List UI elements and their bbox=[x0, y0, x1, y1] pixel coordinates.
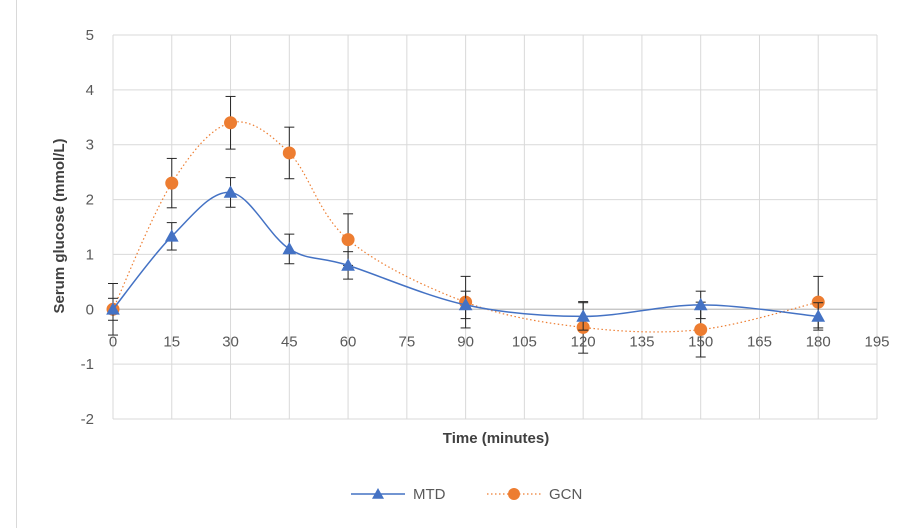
x-tick-label: 90 bbox=[457, 333, 474, 350]
data-point-gcn bbox=[224, 116, 238, 130]
legend-marker-gcn bbox=[508, 488, 520, 500]
y-tick-label: -1 bbox=[81, 356, 94, 373]
frame-edge bbox=[16, 0, 17, 528]
x-tick-label: 15 bbox=[163, 333, 180, 350]
x-tick-label: 30 bbox=[222, 333, 239, 350]
y-tick-label: -2 bbox=[81, 411, 94, 428]
x-tick-label: 45 bbox=[281, 333, 298, 350]
legend-label-mtd: MTD bbox=[413, 486, 446, 503]
y-axis-title: Serum glucose (mmol/L) bbox=[51, 138, 68, 313]
y-tick-label: 1 bbox=[86, 246, 94, 263]
data-point-gcn bbox=[165, 176, 179, 190]
data-point-gcn bbox=[341, 233, 355, 247]
x-tick-label: 75 bbox=[399, 333, 416, 350]
data-point-mtd bbox=[576, 309, 591, 322]
series-line-gcn bbox=[112, 121, 819, 333]
data-point-mtd bbox=[811, 309, 826, 322]
data-point-mtd bbox=[223, 185, 238, 198]
series bbox=[106, 95, 826, 358]
legend-item-gcn: GCN bbox=[487, 486, 582, 503]
data-point-mtd bbox=[458, 297, 473, 311]
data-point-mtd bbox=[341, 258, 355, 271]
data-point-mtd bbox=[106, 302, 120, 315]
axes bbox=[112, 35, 877, 419]
x-tick-label: 180 bbox=[806, 333, 831, 350]
legend: MTD GCN bbox=[351, 486, 582, 503]
legend-marker-mtd bbox=[372, 488, 384, 499]
legend-item-mtd: MTD bbox=[351, 486, 446, 503]
grid bbox=[113, 34, 878, 420]
data-point-mtd bbox=[164, 229, 179, 242]
data-point-mtd bbox=[282, 241, 297, 255]
x-tick-label: 165 bbox=[747, 333, 772, 350]
data-point-gcn bbox=[694, 323, 708, 337]
x-tick-label: 195 bbox=[864, 333, 889, 350]
series-mtd bbox=[106, 177, 826, 331]
y-tick-label: 2 bbox=[86, 192, 94, 209]
x-tick-label: 120 bbox=[571, 333, 596, 350]
data-point-gcn bbox=[282, 146, 296, 160]
y-tick-label: 3 bbox=[86, 137, 94, 154]
legend-label-gcn: GCN bbox=[549, 486, 582, 503]
series-line-mtd bbox=[112, 191, 819, 318]
y-tick-label: 4 bbox=[86, 82, 94, 99]
x-tick-label: 60 bbox=[340, 333, 357, 350]
y-tick-label: 0 bbox=[86, 301, 94, 318]
data-point-mtd bbox=[693, 297, 708, 311]
x-tick-label: 105 bbox=[512, 333, 537, 350]
x-axis-title: Time (minutes) bbox=[443, 430, 549, 447]
x-tick-label: 0 bbox=[109, 333, 117, 350]
y-tick-label: 5 bbox=[86, 27, 94, 44]
x-tick-label: 135 bbox=[629, 333, 654, 350]
x-tick-label: 150 bbox=[688, 333, 713, 350]
